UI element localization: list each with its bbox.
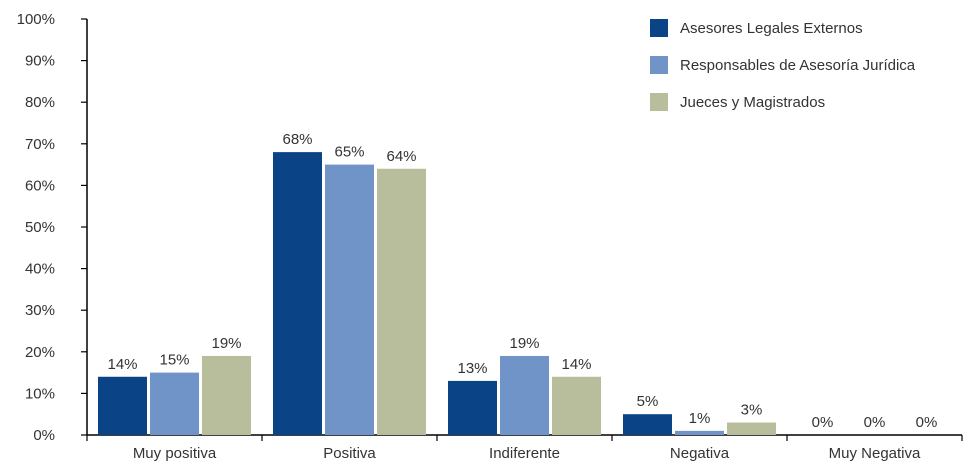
legend-label: Jueces y Magistrados — [680, 94, 825, 111]
y-tick-label: 30% — [25, 302, 55, 319]
x-tick-label: Negativa — [670, 445, 730, 461]
data-label: 14% — [107, 356, 137, 373]
x-axis: Muy positiva Positiva Indiferente Negativa M… — [86, 434, 963, 462]
bar — [377, 168, 426, 435]
y-tick-label: 0% — [33, 427, 55, 444]
bar — [202, 355, 251, 435]
bar — [623, 414, 672, 435]
y-tick-label: 60% — [25, 177, 55, 194]
data-labels: 14% 15% 19% 68% 65% 64% 13% 19% 14% 5% 1% 3% 0% 0% 0% — [107, 131, 937, 431]
legend-swatch — [650, 56, 668, 74]
bar — [325, 164, 374, 435]
y-tick-label: 70% — [25, 136, 55, 153]
data-label: 0% — [916, 414, 938, 431]
y-tick-label: 50% — [25, 219, 55, 236]
legend: Asesores Legales Externos Responsables de… — [650, 19, 916, 111]
data-label: 19% — [509, 335, 539, 352]
data-label: 13% — [457, 360, 487, 377]
data-label: 15% — [159, 352, 189, 369]
legend-label: Asesores Legales Externos — [680, 20, 863, 37]
data-label: 1% — [689, 410, 711, 427]
bar — [500, 355, 549, 435]
bar — [448, 380, 497, 435]
x-tick-label: Indiferente — [489, 445, 560, 461]
y-tick-label: 20% — [25, 344, 55, 361]
data-label: 19% — [211, 335, 241, 352]
bar — [98, 376, 147, 435]
y-tick-label: 40% — [25, 261, 55, 278]
y-axis: 0% 10% 20% 30% 40% 50% 60% 70% 80% 90% 100% — [17, 11, 88, 444]
legend-swatch — [650, 19, 668, 37]
bar — [150, 372, 199, 435]
data-label: 64% — [386, 148, 416, 165]
x-tick-label: Muy positiva — [133, 445, 217, 461]
y-tick-label: 10% — [25, 385, 55, 402]
data-label: 68% — [282, 131, 312, 148]
data-label: 3% — [741, 402, 763, 419]
x-tick-label: Muy Negativa — [829, 445, 921, 461]
y-tick-label: 100% — [17, 11, 55, 28]
y-tick-label: 80% — [25, 94, 55, 111]
data-label: 65% — [334, 144, 364, 161]
bar — [552, 376, 601, 435]
bar — [273, 152, 322, 435]
bar — [675, 430, 724, 435]
bars — [98, 152, 776, 435]
data-label: 14% — [561, 356, 591, 373]
legend-swatch — [650, 93, 668, 111]
data-label: 0% — [864, 414, 886, 431]
y-tick-label: 90% — [25, 53, 55, 70]
data-label: 0% — [812, 414, 834, 431]
bar — [727, 422, 776, 435]
data-label: 5% — [637, 393, 659, 410]
legend-label: Responsables de Asesoría Jurídica — [680, 57, 916, 74]
x-tick-label: Positiva — [323, 445, 376, 461]
